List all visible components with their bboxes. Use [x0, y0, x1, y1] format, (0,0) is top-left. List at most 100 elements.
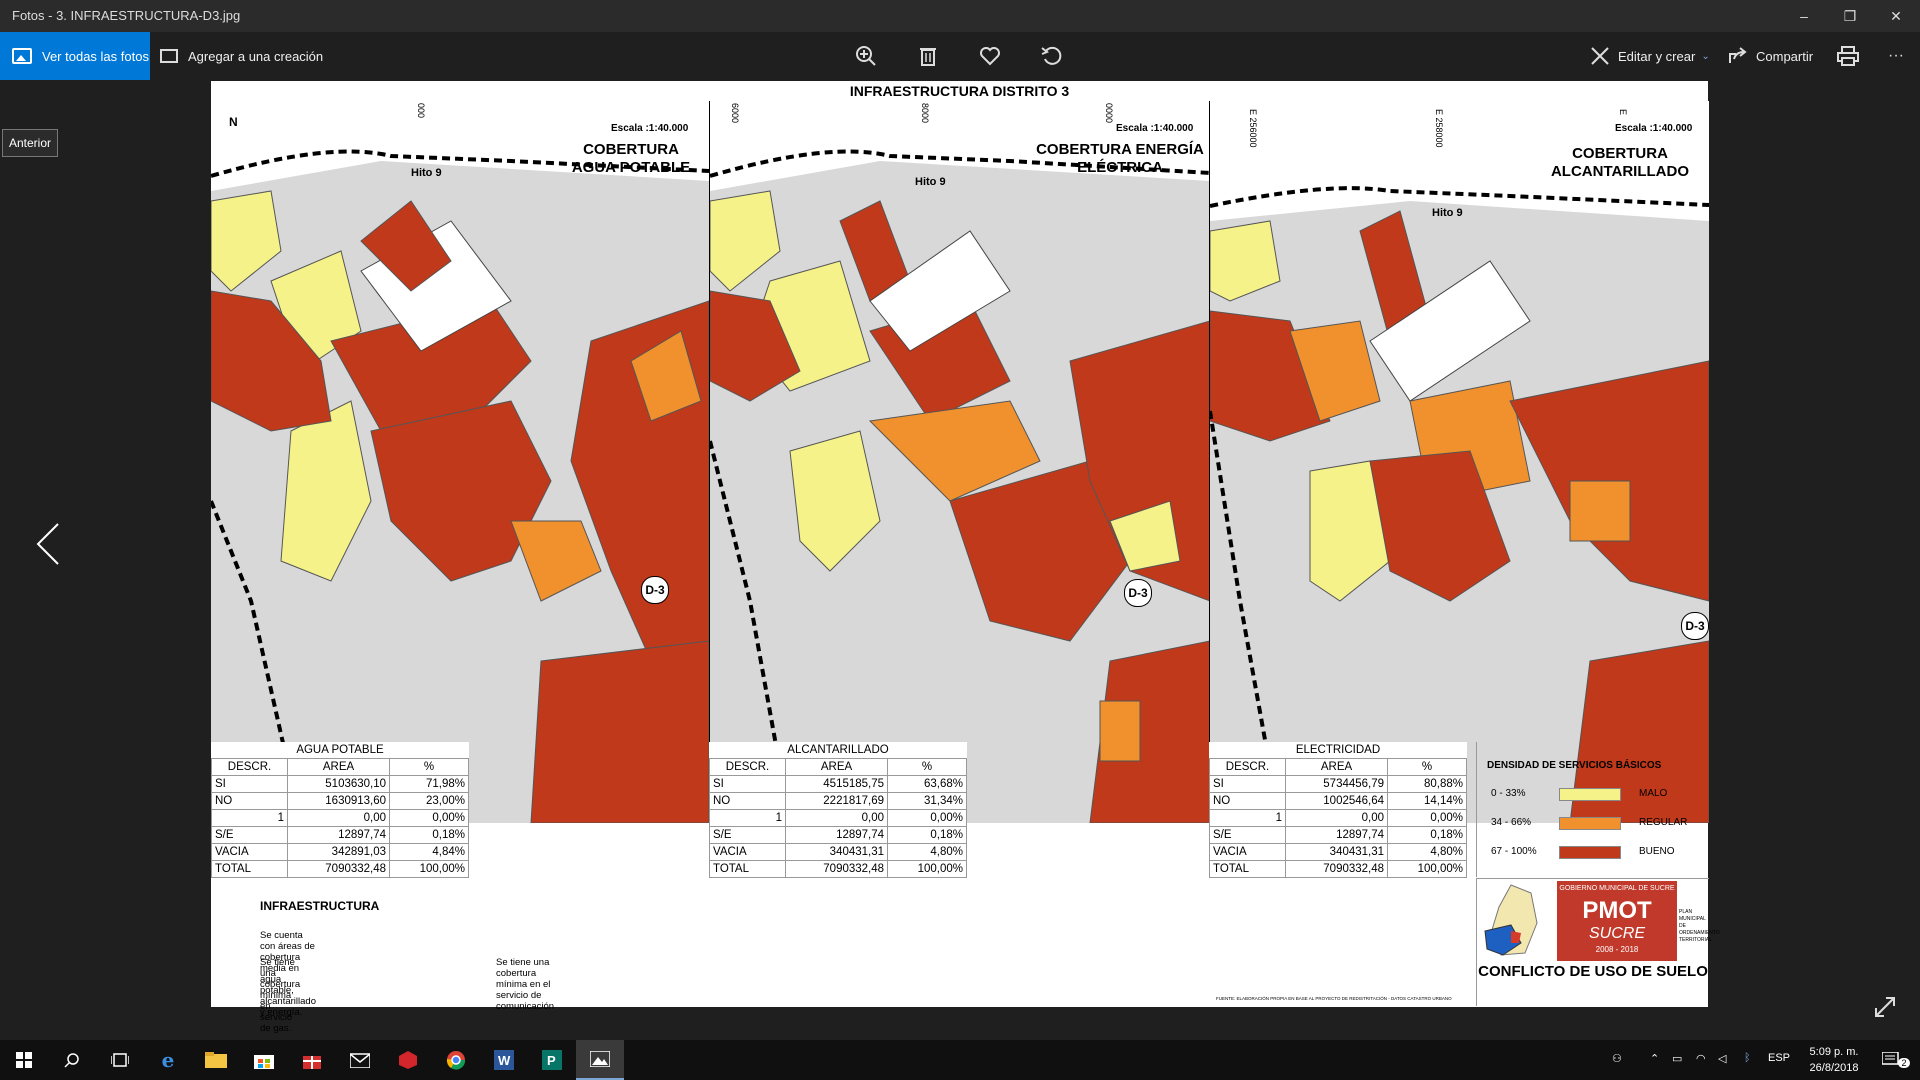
battery-icon[interactable]: ▭	[1672, 1053, 1683, 1065]
coordinate-label: 6000	[730, 103, 740, 124]
maximize-button[interactable]: ❐	[1843, 7, 1857, 24]
task-view-icon[interactable]	[96, 1040, 144, 1080]
search-icon[interactable]	[48, 1040, 96, 1080]
add-to-creation-label: Agregar a una creación	[188, 48, 324, 64]
see-all-photos-button[interactable]: Ver todas las fotos	[0, 32, 150, 80]
creation-icon	[160, 49, 178, 63]
wifi-icon[interactable]: ◠	[1696, 1053, 1706, 1065]
column-header: AREA	[1284, 758, 1389, 776]
sketchup-icon[interactable]	[384, 1040, 432, 1080]
table-cell: VACIA	[211, 843, 288, 861]
table-cell: 0,00	[286, 809, 391, 827]
legend-item: 0 - 33% MALO	[1491, 788, 1701, 802]
volume-icon[interactable]: ◁	[1718, 1053, 1727, 1065]
table-row: TOTAL 7090332,48 100,00%	[211, 860, 469, 878]
table-cell: 1	[211, 809, 288, 827]
map-panel-alcantarillado: Escala :1:40.000 COBERTURA ALCANTARILLAD…	[1209, 101, 1709, 823]
table-row: NO 2221817,69 31,34%	[709, 792, 967, 810]
rotate-icon[interactable]	[1032, 32, 1072, 80]
bluetooth-icon[interactable]: ᛒ	[1744, 1052, 1751, 1064]
people-icon[interactable]: ⚇	[1612, 1053, 1622, 1065]
table-cell: 5103630,10	[286, 775, 391, 793]
table-row: NO 1002546,64 14,14%	[1209, 792, 1467, 810]
coordinate-label: 000	[416, 103, 426, 119]
logo-name: PMOT	[1582, 897, 1652, 924]
legend-range: 67 - 100%	[1491, 846, 1537, 857]
panel-title: COBERTURA ALCANTARILLADO	[1550, 145, 1690, 180]
table-cell: 4,80%	[887, 843, 967, 861]
mail-icon[interactable]	[336, 1040, 384, 1080]
edit-create-label: Editar y crear	[1618, 48, 1696, 64]
chevron-down-icon: ⌄	[1701, 50, 1710, 62]
table-row: SI 4515185,75 63,68%	[709, 775, 967, 793]
hito-label: Hito 9	[1432, 207, 1463, 219]
table-cell: 7090332,48	[286, 860, 391, 878]
file-explorer-icon[interactable]	[192, 1040, 240, 1080]
notes-heading: INFRAESTRUCTURA	[260, 899, 380, 913]
table-cell: 14,14%	[1387, 792, 1467, 810]
table-cell: 1630913,60	[286, 792, 391, 810]
publisher-icon[interactable]: P	[528, 1040, 576, 1080]
table-row: VACIA 340431,31 4,80%	[709, 843, 967, 861]
gift-app-icon[interactable]	[288, 1040, 336, 1080]
print-icon[interactable]	[1828, 32, 1868, 80]
share-icon	[1729, 47, 1747, 63]
table-electricidad: ELECTRICIDAD DESCR. AREA % SI 5734456,79 8…	[1209, 742, 1467, 878]
clock[interactable]: 5:09 p. m. 26/8/2018	[1804, 1044, 1864, 1076]
notifications-icon[interactable]	[1881, 1051, 1900, 1071]
bolivia-map-icon	[1484, 884, 1538, 956]
logo-years: 2008 - 2018	[1595, 945, 1639, 954]
legend-name: BUENO	[1639, 846, 1675, 857]
zoom-icon[interactable]	[846, 32, 886, 80]
edge-browser-icon[interactable]: e	[161, 1048, 175, 1072]
table-cell: 23,00%	[389, 792, 469, 810]
clock-date: 26/8/2018	[1809, 1062, 1859, 1074]
column-header: %	[1387, 758, 1467, 776]
table-caption: AGUA POTABLE	[211, 742, 469, 759]
share-button[interactable]: Compartir	[1728, 32, 1813, 80]
photos-icon	[12, 48, 32, 64]
word-icon[interactable]: W	[480, 1040, 528, 1080]
district-marker: D-3	[641, 576, 669, 604]
previous-tooltip: Anterior	[2, 129, 58, 157]
legend-name: REGULAR	[1639, 817, 1688, 828]
delete-icon[interactable]	[908, 32, 948, 80]
district-marker: D-3	[1681, 612, 1709, 640]
table-cell: 12897,74	[784, 826, 889, 844]
add-to-creation-button[interactable]: Agregar a una creación	[160, 32, 323, 80]
tray-chevron-up-icon[interactable]: ⌃	[1650, 1053, 1660, 1065]
table-cell: 0,00	[784, 809, 889, 827]
table-cell: 342891,03	[286, 843, 391, 861]
clock-time: 5:09 p. m.	[1809, 1046, 1859, 1058]
store-icon[interactable]	[240, 1040, 288, 1080]
panel-title: COBERTURA ENERGÍA ELÉCTRICA	[1036, 141, 1204, 176]
table-cell: NO	[211, 792, 288, 810]
favorite-heart-icon[interactable]	[970, 32, 1010, 80]
table-cell: S/E	[1209, 826, 1286, 844]
column-header: AREA	[784, 758, 889, 776]
logo-city: SUCRE	[1588, 925, 1645, 942]
north-arrow-icon: N	[229, 115, 238, 129]
legend-item: 34 - 66% REGULAR	[1491, 817, 1701, 831]
photos-app-icon[interactable]	[576, 1040, 624, 1080]
scale-label: Escala :1:40.000	[611, 123, 689, 134]
table-row: TOTAL 7090332,48 100,00%	[709, 860, 967, 878]
close-button[interactable]: ✕	[1890, 7, 1902, 24]
table-cell: 100,00%	[389, 860, 469, 878]
table-cell: 0,00%	[887, 809, 967, 827]
legend-range: 34 - 66%	[1491, 817, 1532, 828]
pmot-logo: GOBIERNO MUNICIPAL DE SUCRE PMOT SUCRE 2…	[1557, 881, 1677, 961]
more-options-button[interactable]: ···	[1888, 47, 1904, 64]
table-cell: 7090332,48	[1284, 860, 1389, 878]
fullscreen-expand-icon[interactable]	[1874, 996, 1896, 1023]
edit-create-button[interactable]: Editar y crear ⌄	[1590, 32, 1710, 80]
previous-arrow-icon[interactable]	[36, 522, 60, 571]
map-panel-energia-electrica: Escala :1:40.000 COBERTURA ENERGÍA ELÉCT…	[709, 101, 1210, 823]
start-windows-icon[interactable]	[0, 1040, 48, 1080]
legend-title: DENSIDAD DE SERVICIOS BÁSICOS	[1487, 760, 1662, 771]
table-cell: 0,00	[1284, 809, 1389, 827]
table-row: S/E 12897,74 0,18%	[709, 826, 967, 844]
language-indicator[interactable]: ESP	[1768, 1052, 1791, 1064]
minimize-button[interactable]: –	[1800, 8, 1808, 24]
chrome-icon[interactable]	[432, 1040, 480, 1080]
